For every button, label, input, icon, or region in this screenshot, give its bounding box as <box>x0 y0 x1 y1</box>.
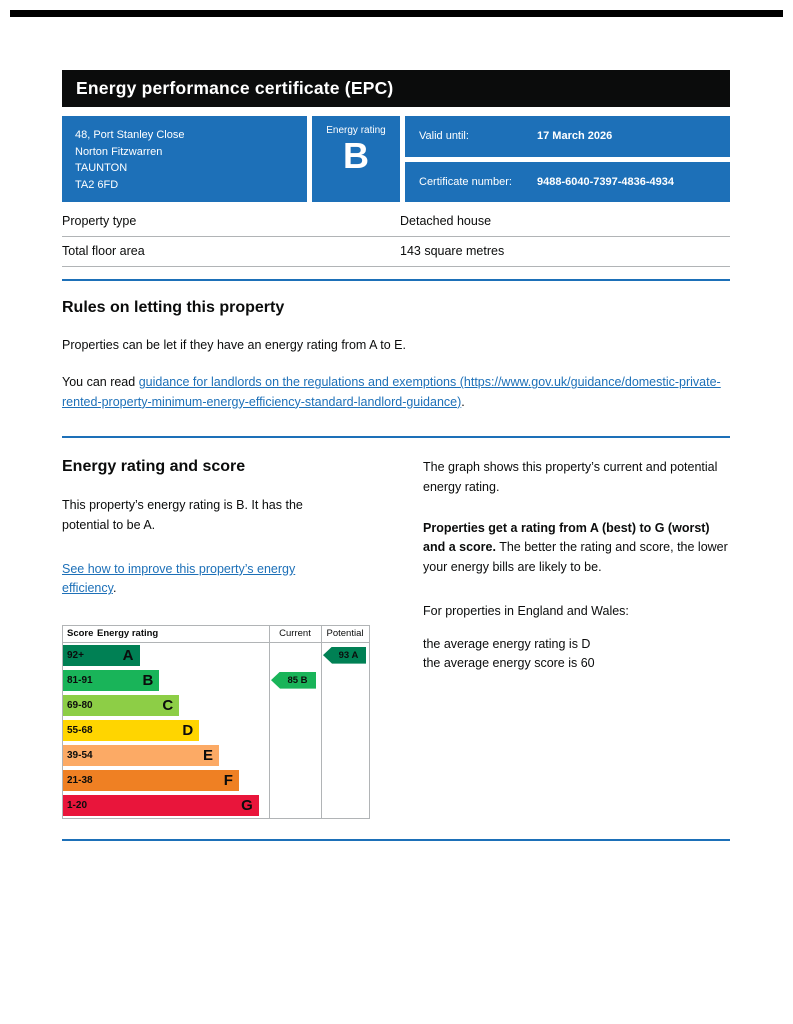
rating-score-bold: Properties get a rating from A (best) to… <box>423 520 710 555</box>
potential-column-header: Potential <box>326 628 364 640</box>
rating-score-explanation: Properties get a rating from A (best) to… <box>423 519 730 577</box>
floor-area-label: Total floor area <box>62 244 145 258</box>
property-address: 48, Port Stanley Close Norton Fitzwarren… <box>62 116 307 202</box>
chart-header-row: Score Energy rating Current Potential <box>63 626 369 643</box>
potential-column-divider <box>321 625 322 818</box>
rating-score-rest: The better the rating and score, the low… <box>423 540 728 574</box>
property-type-value: Detached house <box>400 214 492 228</box>
band-b: 81-91 B <box>63 669 160 691</box>
band-score: 39-54 <box>67 749 93 761</box>
band-letter: E <box>203 746 214 764</box>
address-line: TAUNTON <box>75 162 128 174</box>
rating-column-header: Energy rating <box>97 628 159 640</box>
valid-until-value: 17 March 2026 <box>537 130 613 143</box>
content: Energy performance certificate (EPC) 48,… <box>62 70 730 841</box>
band-letter: D <box>182 721 194 739</box>
rating-explanation-column: The graph shows this property’s current … <box>423 458 730 819</box>
certificate-summary: 48, Port Stanley Close Norton Fitzwarren… <box>62 116 730 202</box>
table-row: Total floor area 143 square metres <box>62 237 730 267</box>
certificate-banner: Energy performance certificate (EPC) <box>62 70 730 107</box>
current-rating-arrow: 85 B <box>271 671 316 689</box>
band-row-a: 92+ A <box>63 643 369 668</box>
rating-summary-text: This property’s energy rating is B. It h… <box>62 498 303 532</box>
band-a: 92+ A <box>63 644 140 666</box>
certificate-number-label: Certificate number: <box>419 175 512 188</box>
band-row-g: 1-20 G <box>63 793 369 818</box>
band-d: 55-68 D <box>63 719 200 741</box>
band-row-f: 21-38 F <box>63 768 369 793</box>
band-score: 55-68 <box>67 724 93 736</box>
letting-rules-heading: Rules on letting this property <box>62 299 285 316</box>
top-border-rule <box>10 10 783 17</box>
landlord-guidance-link[interactable]: guidance for landlords on the regulation… <box>62 375 721 409</box>
section-divider <box>62 279 730 281</box>
band-row-e: 39-54 E <box>63 743 369 768</box>
rating-and-score-section: Energy rating and score This property’s … <box>62 458 730 819</box>
current-column-header: Current <box>279 628 311 640</box>
band-score: 92+ <box>67 649 84 661</box>
current-column-divider <box>269 625 270 818</box>
energy-rating-label: Energy rating <box>326 125 386 136</box>
improve-efficiency-link[interactable]: See how to improve this property’s energ… <box>62 561 296 596</box>
property-type-label: Property type <box>62 214 137 228</box>
average-rating-text: the average energy rating is D <box>423 637 591 652</box>
energy-rating-chart: Score Energy rating Current Potential 92… <box>62 624 370 819</box>
valid-until-box: Valid until: 17 March 2026 <box>405 116 730 157</box>
band-row-d: 55-68 D <box>63 718 369 743</box>
valid-until-label: Valid until: <box>419 130 469 143</box>
certificate-number-value: 9488-6040-7397-4836-4934 <box>537 175 675 188</box>
certificate-meta: Valid until: 17 March 2026 Certificate n… <box>405 116 730 202</box>
band-letter: F <box>223 771 233 789</box>
letting-rules-text: Properties can be let if they have an en… <box>62 338 406 352</box>
rating-section-heading: Energy rating and score <box>62 458 246 476</box>
certificate-number-box: Certificate number: 9488-6040-7397-4836-… <box>405 161 730 202</box>
section-divider <box>62 436 730 439</box>
rating-bands: 92+ A 81-91 B 69-80 <box>63 643 369 818</box>
table-row: Property type Detached house <box>62 207 730 237</box>
guidance-prefix: You can read <box>62 375 139 390</box>
score-column-header: Score <box>67 628 94 640</box>
rating-summary-column: Energy rating and score This property’s … <box>62 458 370 819</box>
band-score: 81-91 <box>67 674 93 686</box>
section-divider <box>62 838 730 841</box>
address-line: TA2 6FD <box>75 178 119 191</box>
potential-rating-arrow: 93 A <box>323 646 366 664</box>
address-line: Norton Fitzwarren <box>75 145 163 158</box>
property-details-table: Property type Detached house Total floor… <box>62 207 730 267</box>
energy-rating-value: B <box>343 135 369 176</box>
address-line: 48, Port Stanley Close <box>75 129 185 141</box>
band-e: 39-54 E <box>63 744 220 766</box>
band-row-b: 81-91 B <box>63 668 369 693</box>
band-letter: B <box>142 671 154 689</box>
band-score: 21-38 <box>67 774 93 786</box>
improve-paragraph: See how to improve this property’s energ… <box>62 560 347 599</box>
band-row-c: 69-80 C <box>63 693 369 718</box>
improve-suffix: . <box>112 581 117 596</box>
floor-area-value: 143 square metres <box>400 244 505 258</box>
guidance-suffix: . <box>461 394 465 409</box>
average-score-text: the average energy score is 60 <box>423 656 595 671</box>
letting-rules-section: Rules on letting this property Propertie… <box>62 299 730 412</box>
average-stats: the average energy rating is D the avera… <box>423 635 730 673</box>
page-title: Energy performance certificate (EPC) <box>76 78 394 98</box>
band-c: 69-80 C <box>63 694 180 716</box>
graph-explanation-text: The graph shows this property’s current … <box>423 460 718 494</box>
band-f: 21-38 F <box>63 769 239 791</box>
band-letter: A <box>122 646 134 664</box>
guidance-paragraph: You can read guidance for landlords on t… <box>62 373 730 412</box>
band-letter: C <box>162 696 174 714</box>
england-wales-text: For properties in England and Wales: <box>423 604 629 618</box>
energy-rating-box: Energy rating B <box>312 116 400 202</box>
band-score: 1-20 <box>67 799 88 811</box>
band-g: 1-20 G <box>63 794 259 816</box>
band-letter: G <box>241 796 253 814</box>
band-score: 69-80 <box>67 699 93 711</box>
